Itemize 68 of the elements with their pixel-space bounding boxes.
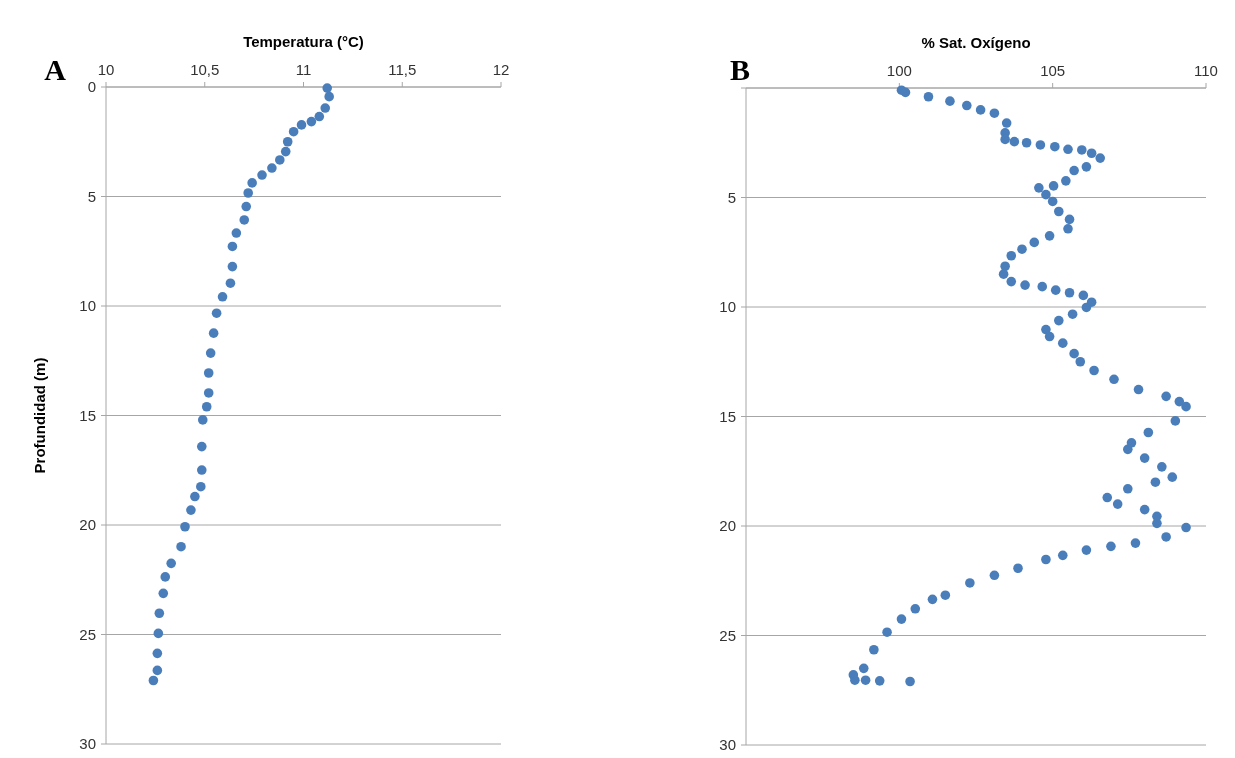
point (282, 136, 293, 147)
y-tick-label: 20 (79, 516, 96, 534)
x-tick-label: 100 (886, 62, 912, 79)
x-tick-label: 105 (1040, 62, 1066, 79)
x-tick-label: 12 (492, 61, 510, 78)
x-tick-label: 11,5 (388, 61, 417, 78)
point (190, 491, 200, 502)
y-tick-label: 15 (79, 406, 96, 424)
y-axis-title: Profundidad (m) (31, 357, 48, 474)
x-tick-label: 110 (1194, 62, 1218, 79)
point (152, 665, 163, 676)
point (153, 628, 164, 639)
y-tick-label: 10 (719, 298, 736, 316)
point (225, 278, 236, 289)
point (196, 465, 207, 475)
point (288, 126, 299, 137)
point (296, 120, 307, 130)
point (196, 481, 206, 492)
point (243, 188, 253, 198)
point (197, 415, 208, 425)
text: B (729, 53, 751, 86)
point (217, 292, 228, 302)
point (180, 521, 190, 532)
y-tick-label: 30 (79, 735, 96, 753)
y-tick-label: 20 (719, 517, 736, 535)
point (205, 348, 216, 358)
point (241, 201, 252, 212)
text: A (44, 53, 67, 86)
point (152, 648, 163, 659)
point (306, 116, 317, 127)
y-tick-label: 5 (727, 188, 736, 206)
point (324, 91, 334, 102)
point (176, 541, 186, 552)
y-tick-label: 0 (87, 78, 96, 96)
point (148, 675, 159, 686)
y-tick-label: 15 (719, 407, 736, 425)
point (196, 441, 207, 452)
point (166, 558, 176, 569)
point (267, 163, 277, 173)
point (275, 155, 285, 165)
point (203, 388, 214, 398)
point (322, 83, 332, 93)
point (227, 261, 238, 272)
point (280, 146, 291, 157)
point (314, 111, 325, 122)
point (227, 241, 238, 252)
point (211, 308, 222, 319)
point (231, 228, 242, 238)
point (158, 588, 169, 599)
point (257, 170, 267, 180)
x-tick-label: 11 (295, 61, 312, 78)
y-tick-label: 10 (79, 297, 96, 315)
y-tick-label: 25 (79, 625, 96, 643)
point (247, 178, 257, 188)
y-tick-label: 30 (719, 736, 736, 754)
point (239, 215, 250, 225)
point (154, 608, 165, 619)
point (201, 401, 212, 412)
point (186, 505, 196, 515)
point (160, 572, 171, 582)
point (203, 368, 214, 378)
y-tick-label: 25 (719, 626, 736, 644)
x-tick-label: 10,5 (190, 61, 220, 78)
x-axis-title: % Sat. Oxígeno (921, 34, 1031, 51)
y-tick-label: 5 (87, 187, 96, 205)
x-axis-title: Temperatura (°C) (243, 33, 364, 50)
point (208, 328, 219, 338)
point (320, 103, 331, 113)
